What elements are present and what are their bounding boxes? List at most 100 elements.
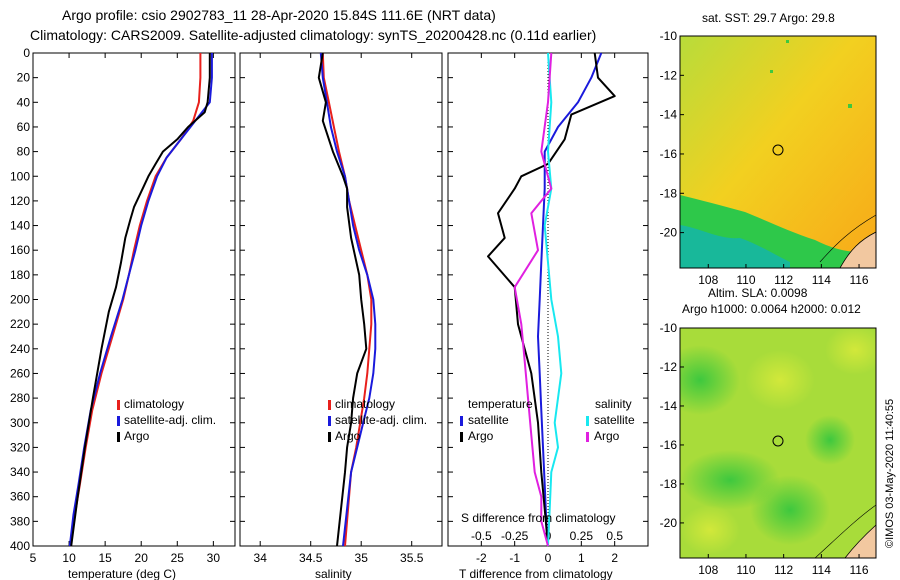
legend-label-climatology: climatology bbox=[335, 397, 395, 411]
map-x-tick-label: 114 bbox=[812, 563, 831, 577]
difference-top-label: S difference from climatology bbox=[461, 511, 616, 525]
sst-speck bbox=[848, 104, 852, 108]
legend-swatch-argo bbox=[328, 432, 331, 442]
map-y-tick-label: -12 bbox=[660, 68, 678, 82]
legend-label-satellite: satellite-adj. clim. bbox=[335, 413, 427, 427]
map-y-tick-label: -18 bbox=[660, 477, 678, 491]
legend-swatch-satellite bbox=[117, 416, 120, 426]
map-y-tick-label: -20 bbox=[660, 516, 678, 530]
x-tick-label: 35.5 bbox=[400, 551, 424, 565]
sst-coldest-water bbox=[680, 225, 790, 268]
map-y-tick-label: -16 bbox=[660, 438, 678, 452]
map-y-tick-label: -12 bbox=[660, 360, 678, 374]
credit-text: ©IMOS 03-May-2020 11:40:55 bbox=[884, 399, 896, 548]
map-x-tick-label: 108 bbox=[698, 273, 718, 287]
y-tick-label: 160 bbox=[10, 243, 30, 257]
legend-swatch-satellite bbox=[328, 416, 331, 426]
x-tick-label: 15 bbox=[98, 551, 112, 565]
sla-map-frame bbox=[679, 327, 877, 559]
x-top-tick-label: 0.5 bbox=[606, 529, 623, 543]
sla-bathymetry-line bbox=[814, 504, 876, 558]
legend-label-climatology: climatology bbox=[124, 397, 184, 411]
x-tick-label: 10 bbox=[62, 551, 76, 565]
y-tick-label: 280 bbox=[10, 391, 30, 405]
y-tick-label: 180 bbox=[10, 268, 30, 282]
sst-speck bbox=[786, 40, 789, 43]
sla-high-anomaly bbox=[680, 505, 740, 555]
map-x-tick-label: 110 bbox=[736, 563, 755, 577]
salinity-panel bbox=[239, 52, 443, 547]
x-tick-label: -1 bbox=[509, 551, 520, 565]
y-tick-label: 320 bbox=[10, 440, 30, 454]
legend-label-argo: Argo bbox=[335, 429, 361, 443]
sla-low-anomaly bbox=[680, 345, 740, 415]
y-tick-label: 260 bbox=[10, 366, 30, 380]
legend-swatch-temp-argo bbox=[460, 432, 463, 442]
x-top-tick-label: 0.25 bbox=[570, 529, 594, 543]
map-x-tick-label: 112 bbox=[774, 563, 793, 577]
map-y-tick-label: -20 bbox=[660, 226, 678, 240]
legend-swatch-climatology bbox=[117, 400, 120, 410]
x-top-tick-label: -0.25 bbox=[501, 529, 529, 543]
legend-swatch-sal-argo bbox=[586, 432, 589, 442]
y-tick-label: 100 bbox=[10, 169, 30, 183]
series-line-temperature-argo bbox=[487, 52, 616, 547]
legend-swatch-temp-satellite bbox=[460, 416, 463, 426]
title-line-1: Argo profile: csio 2902783_11 28-Apr-202… bbox=[62, 7, 496, 23]
sst-argo-location-marker bbox=[772, 144, 784, 156]
legend-label-sal-argo: Argo bbox=[594, 429, 620, 443]
x-top-tick-label: -0.5 bbox=[471, 529, 492, 543]
y-tick-label: 340 bbox=[10, 465, 30, 479]
legend-swatch-sal-satellite bbox=[586, 416, 589, 426]
legend-swatch-climatology bbox=[328, 400, 331, 410]
sla-high-anomaly bbox=[745, 350, 815, 410]
series-line-argo bbox=[70, 53, 211, 547]
sla-map-title-1: Altim. SLA: 0.0098 bbox=[708, 286, 808, 300]
sla-map-title-2: Argo h1000: 0.0064 h2000: 0.012 bbox=[682, 302, 861, 316]
x-tick-label: 1 bbox=[578, 551, 585, 565]
sla-low-anomaly bbox=[805, 415, 855, 465]
y-tick-label: 20 bbox=[17, 71, 31, 85]
y-tick-label: 120 bbox=[10, 194, 30, 208]
map-y-tick-label: -18 bbox=[660, 186, 678, 200]
temperature-legend: climatology satellite-adj. clim. Argo bbox=[117, 397, 216, 443]
temperature-chart: 5 10 15 20 25 3002040608010012014016018020022… bbox=[10, 46, 235, 565]
sst-map bbox=[680, 36, 876, 268]
x-tick-label: 30 bbox=[207, 551, 221, 565]
title-line-2: Climatology: CARS2009. Satellite-adjuste… bbox=[30, 27, 596, 43]
salinity-xlabel: salinity bbox=[315, 567, 352, 580]
series-line-satellite-adj-clim- bbox=[68, 53, 213, 547]
y-tick-label: 140 bbox=[10, 219, 30, 233]
y-tick-label: 200 bbox=[10, 293, 30, 307]
x-tick-label: 34 bbox=[254, 551, 268, 565]
series-line-temperature-satellite bbox=[537, 52, 603, 547]
sla-high-anomaly bbox=[825, 328, 876, 375]
x-tick-label: 0 bbox=[545, 551, 552, 565]
map-y-tick-label: -16 bbox=[660, 147, 678, 161]
x-tick-label: 34.5 bbox=[299, 551, 323, 565]
map-x-tick-label: 116 bbox=[849, 563, 868, 577]
x-tick-label: 2 bbox=[611, 551, 618, 565]
y-tick-label: 0 bbox=[23, 46, 30, 60]
x-tick-label: 5 bbox=[30, 551, 37, 565]
map-y-tick-label: -10 bbox=[660, 29, 678, 43]
series-line-salinity-satellite bbox=[543, 52, 563, 547]
legend-label-argo: Argo bbox=[124, 429, 150, 443]
sla-low-anomaly bbox=[750, 475, 830, 545]
map-x-tick-label: 110 bbox=[736, 273, 755, 287]
x-tick-label: 35 bbox=[355, 551, 369, 565]
y-tick-label: 360 bbox=[10, 490, 30, 504]
salinity-chart: 34 34.5 35 35.5 bbox=[240, 52, 442, 565]
series-line-salinity-argo bbox=[513, 52, 553, 547]
salinity-legend: climatology satellite-adj. clim. Argo bbox=[328, 397, 427, 443]
y-tick-label: 380 bbox=[10, 514, 30, 528]
legend-title-temperature: temperature bbox=[468, 397, 533, 411]
sla-argo-location-marker bbox=[772, 435, 784, 447]
legend-title-salinity: salinity bbox=[595, 397, 632, 411]
legend-label-sal-satellite: satellite bbox=[594, 413, 635, 427]
temperature-panel bbox=[32, 52, 236, 547]
legend-label-temp-argo: Argo bbox=[468, 429, 494, 443]
y-tick-label: 300 bbox=[10, 416, 30, 430]
